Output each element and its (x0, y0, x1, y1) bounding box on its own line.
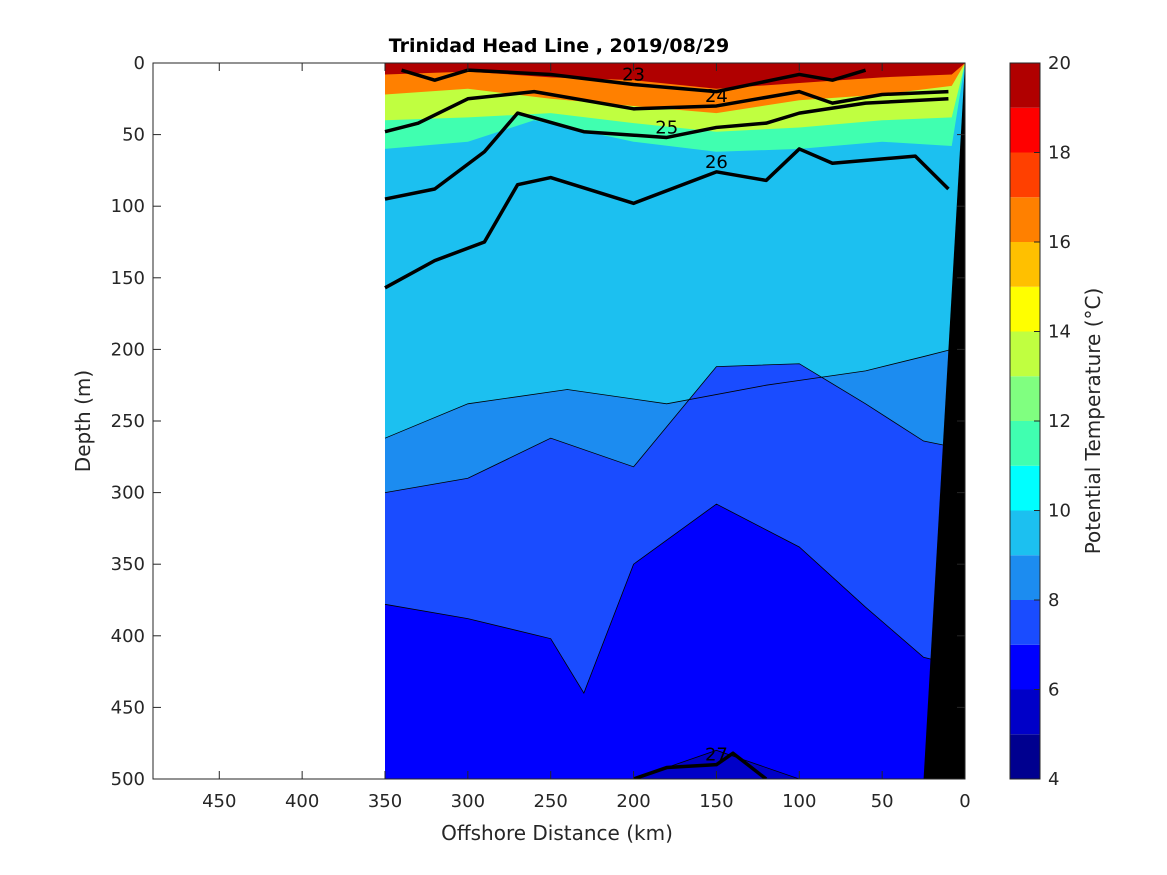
contour-label-25: 25 (655, 117, 678, 138)
x-tick-label: 400 (285, 791, 319, 812)
colorbar-tick-label: 10 (1048, 501, 1071, 522)
y-tick-label: 150 (111, 268, 145, 289)
colorbar-swatch (1010, 152, 1040, 198)
x-tick-label: 300 (451, 791, 485, 812)
colorbar-swatch (1010, 376, 1040, 421)
density-contour-25 (384, 97, 949, 201)
colorbar-tick-label: 4 (1048, 769, 1059, 790)
colorbar-swatch (1010, 689, 1040, 735)
y-tick-label: 400 (111, 626, 145, 647)
colorbar-tick-label: 18 (1048, 143, 1071, 164)
colorbar-swatch (1010, 63, 1040, 108)
y-tick-label: 50 (122, 125, 145, 146)
x-tick-label: 100 (782, 791, 816, 812)
colorbar-swatch (1010, 734, 1040, 779)
colorbar-swatch (1010, 465, 1040, 511)
x-tick-label: 150 (699, 791, 733, 812)
colorbar-swatch (1010, 555, 1040, 600)
y-tick-label: 100 (111, 196, 145, 217)
bathymetry-fill (923, 63, 965, 779)
surface-band-5 (385, 63, 965, 89)
colorbar-tick-label: 16 (1048, 232, 1071, 253)
contour-label-24: 24 (705, 86, 728, 107)
colorbar-swatch (1010, 600, 1040, 645)
y-tick-label: 200 (111, 339, 145, 360)
colorbar: 4 6 8 10 12 14 16 18 20 (1009, 53, 1071, 790)
contour-label-27: 27 (705, 745, 728, 766)
x-tick-label: 350 (368, 791, 402, 812)
density-contour-24 (384, 89, 949, 134)
x-tick-label: 200 (616, 791, 650, 812)
colorbar-tick-label: 14 (1048, 322, 1071, 343)
colorbar-swatch (1010, 242, 1040, 287)
isotherm-line-1 (384, 363, 952, 493)
x-tick-label: 0 (959, 791, 970, 812)
x-axis-label: Offshore Distance (km) (441, 821, 673, 845)
colorbar-swatch (1010, 107, 1040, 153)
colorbar-tick-label: 12 (1048, 411, 1071, 432)
y-tick-label: 500 (111, 769, 145, 790)
density-contour-23 (401, 68, 867, 94)
colorbar-swatch (1010, 286, 1040, 332)
temperature-band-2 (385, 504, 965, 779)
colorbar-tick-label: 6 (1048, 680, 1059, 701)
isotherm-line-3 (385, 749, 952, 779)
colorbar-tick-label: 8 (1048, 590, 1059, 611)
colorbar-tick-label: 20 (1048, 53, 1071, 74)
y-tick-label: 250 (111, 411, 145, 432)
y-tick-label: 450 (111, 697, 145, 718)
colorbar-swatch (1010, 510, 1040, 556)
axes: 450 400 350 300 250 200 150 100 50 00501001502002… (111, 53, 971, 812)
y-axis-label: Depth (m) (71, 370, 95, 472)
colorbar-swatch (1010, 644, 1040, 690)
isotherm-line-0 (384, 349, 952, 439)
colorbar-label: Potential Temperature (°C) (1081, 288, 1105, 555)
plot-area: 23 24 25 26 27 (384, 63, 965, 779)
colorbar-swatch (1010, 197, 1040, 242)
density-contour-26 (384, 147, 950, 290)
density-contour-27 (632, 751, 768, 779)
y-tick-label: 350 (111, 554, 145, 575)
x-tick-label: 50 (871, 791, 894, 812)
x-tick-label: 450 (202, 791, 236, 812)
contour-label-23: 23 (622, 64, 645, 85)
y-tick-label: 300 (111, 483, 145, 504)
y-tick-label: 0 (134, 53, 145, 74)
contour-label-26: 26 (705, 152, 728, 173)
colorbar-swatch (1010, 421, 1040, 466)
isotherm-line-2 (384, 503, 952, 694)
chart-title: Trinidad Head Line , 2019/08/29 (389, 35, 729, 57)
colorbar-swatch (1010, 331, 1040, 377)
x-tick-label: 250 (534, 791, 568, 812)
